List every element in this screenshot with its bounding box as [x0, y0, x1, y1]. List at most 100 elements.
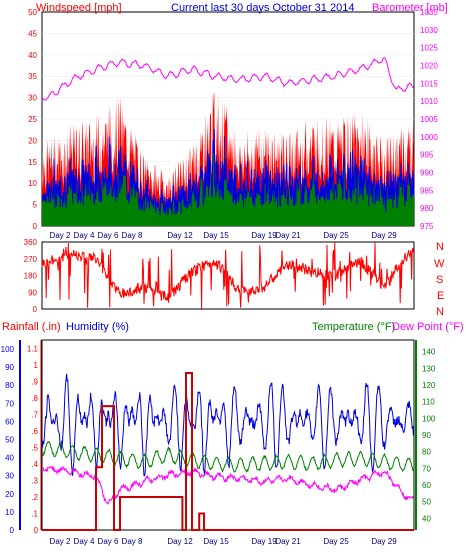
rain-y-tick: .5	[31, 443, 38, 452]
baro-y-tick: 1025	[420, 44, 438, 53]
baro-y-tick: 1035	[420, 8, 438, 17]
rain-y-tick: .1	[31, 509, 38, 518]
temp-x-tick: Day 6	[98, 537, 119, 546]
barometer-title: Barometer [mb]	[372, 2, 448, 14]
baro-y-tick: 1030	[420, 26, 438, 35]
temp-x-tick: Day 15	[203, 537, 229, 546]
rain-y-tick: .8	[31, 394, 38, 403]
humidity-y-tick: 80	[5, 381, 14, 390]
dewpoint-line	[41, 465, 414, 505]
temperature-y-tick: 50	[422, 498, 431, 507]
baro-y-tick: 990	[420, 169, 434, 178]
direction-y-tick: 360	[24, 238, 38, 247]
temperature-y-tick: 90	[422, 431, 431, 440]
baro-y-tick: 980	[420, 204, 434, 213]
wind-x-tick: Day 19	[251, 231, 277, 240]
rain-y-tick: .4	[31, 460, 38, 469]
baro-y-tick: 1020	[420, 62, 438, 71]
temperature-y-tick: 40	[422, 514, 431, 523]
temp-x-tick: Day 21	[275, 537, 301, 546]
chart-title: Current last 30 days October 31 2014	[171, 2, 354, 14]
baro-y-tick: 1000	[420, 133, 438, 142]
wind-x-tick: Day 12	[167, 231, 193, 240]
rain-y-tick: .7	[31, 410, 38, 419]
temperature-y-tick: 140	[422, 348, 436, 357]
wind-x-tick: Day 6	[98, 231, 119, 240]
barometer-line	[41, 57, 414, 101]
compass-w: W	[434, 258, 445, 270]
humidity-y-tick: 100	[1, 345, 15, 354]
direction-y-tick: 90	[28, 288, 37, 297]
wind-x-tick: Day 2	[50, 231, 71, 240]
temp-x-tick: Day 19	[251, 537, 277, 546]
windspeed-average-area	[42, 139, 414, 226]
temperature-y-tick: 80	[422, 448, 431, 457]
rain-y-tick: .9	[31, 377, 38, 386]
temp-x-tick: Day 8	[122, 537, 143, 546]
temperature-label: Temperature (°F)	[312, 321, 395, 333]
baro-y-tick: 1015	[420, 79, 438, 88]
wind-y-tick: 30	[28, 94, 37, 103]
wind-y-tick: 20	[28, 136, 37, 145]
baro-y-tick: 985	[420, 186, 434, 195]
rainfall-line	[42, 372, 414, 531]
direction-y-tick: 0	[33, 305, 38, 314]
compass-n-top: N	[436, 241, 444, 253]
wind-x-tick: Day 4	[74, 231, 95, 240]
humidity-y-tick: 60	[5, 417, 14, 426]
wind-y-tick: 5	[33, 201, 38, 210]
wind-y-tick: 45	[28, 29, 37, 38]
wind-x-tick: Day 15	[203, 231, 229, 240]
baro-y-tick: 995	[420, 151, 434, 160]
rain-y-tick: .3	[31, 476, 38, 485]
wind-x-tick: Day 8	[122, 231, 143, 240]
humidity-y-tick: 50	[5, 436, 14, 445]
humidity-y-tick: 20	[5, 490, 14, 499]
compass-s: S	[436, 274, 443, 286]
wind-x-tick: Day 29	[371, 231, 397, 240]
temp-x-tick: Day 29	[371, 537, 397, 546]
temperature-y-tick: 130	[422, 364, 436, 373]
wind-x-tick: Day 21	[275, 231, 301, 240]
wind-y-tick: 40	[28, 51, 37, 60]
rain-y-tick: .6	[31, 427, 38, 436]
temp-x-tick: Day 4	[74, 537, 95, 546]
humidity-y-tick: 70	[5, 399, 14, 408]
baro-y-tick: 1010	[420, 97, 438, 106]
temperature-y-tick: 60	[422, 481, 431, 490]
humidity-line	[41, 373, 414, 477]
baro-y-tick: 1005	[420, 115, 438, 124]
wind-y-tick: 50	[28, 8, 37, 17]
temperature-y-tick: 100	[422, 414, 436, 423]
wind-y-tick: 0	[33, 222, 38, 231]
wind-x-tick: Day 25	[323, 231, 349, 240]
temp-x-tick: Day 25	[323, 537, 349, 546]
rainfall-label: Rainfall (.in)	[2, 321, 61, 333]
temp-x-tick: Day 12	[167, 537, 193, 546]
wind-y-tick: 35	[28, 72, 37, 81]
dewpoint-label: Dew Point (°F)	[392, 321, 464, 333]
humidity-label: Humidity (%)	[66, 321, 129, 333]
rain-y-tick: 1	[34, 361, 39, 370]
temperature-line	[41, 440, 414, 474]
temp-panel-frame	[41, 339, 415, 531]
temp-x-tick: Day 2	[50, 537, 71, 546]
wind-y-tick: 15	[28, 158, 37, 167]
windspeed-title: Windspeed [mph]	[36, 2, 122, 14]
temperature-y-tick: 120	[422, 381, 436, 390]
rain-y-tick: 0	[34, 526, 39, 535]
rain-y-tick: 1.1	[27, 344, 39, 353]
windspeed-average-line	[41, 129, 415, 216]
humidity-y-tick: 90	[5, 363, 14, 372]
direction-y-tick: 270	[24, 255, 38, 264]
temperature-y-tick: 70	[422, 464, 431, 473]
direction-panel-frame	[41, 241, 415, 310]
rain-y-tick: .2	[31, 493, 38, 502]
humidity-y-tick: 30	[5, 472, 14, 481]
wind-direction-line	[41, 242, 414, 309]
wind-y-tick: 25	[28, 115, 37, 124]
humidity-y-tick: 10	[5, 508, 14, 517]
compass-n-bottom: N	[436, 306, 444, 318]
compass-e: E	[437, 290, 444, 302]
